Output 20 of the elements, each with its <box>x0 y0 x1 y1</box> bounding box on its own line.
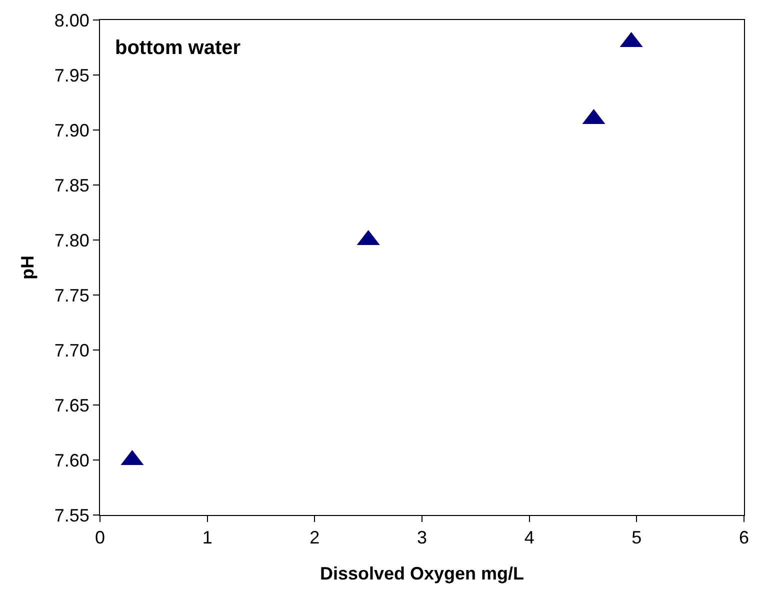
y-axis-title: pH <box>18 256 38 280</box>
x-tick-label: 4 <box>524 528 534 548</box>
y-tick-label: 8.00 <box>54 10 90 30</box>
y-tick-label: 7.70 <box>54 340 90 360</box>
y-tick-label: 7.65 <box>54 395 90 416</box>
y-tick-label: 7.95 <box>54 65 90 86</box>
y-tick-label: 7.55 <box>54 505 90 526</box>
y-tick-label: 7.90 <box>54 120 90 140</box>
y-tick-label: 7.60 <box>54 450 90 470</box>
x-tick-label: 6 <box>738 528 750 548</box>
y-tick-label: 7.85 <box>54 175 90 196</box>
x-tick-label: 5 <box>632 528 642 548</box>
x-tick-label: 1 <box>202 528 212 548</box>
x-axis-title: Dissolved Oxygen mg/L <box>320 564 524 584</box>
annotation: bottom water <box>115 37 241 59</box>
y-tick-label: 7.80 <box>54 230 90 250</box>
x-tick-label: 2 <box>310 528 320 548</box>
x-tick-label: 3 <box>416 528 428 548</box>
y-tick-label: 7.75 <box>54 285 90 306</box>
x-tick-label: 0 <box>94 528 106 548</box>
